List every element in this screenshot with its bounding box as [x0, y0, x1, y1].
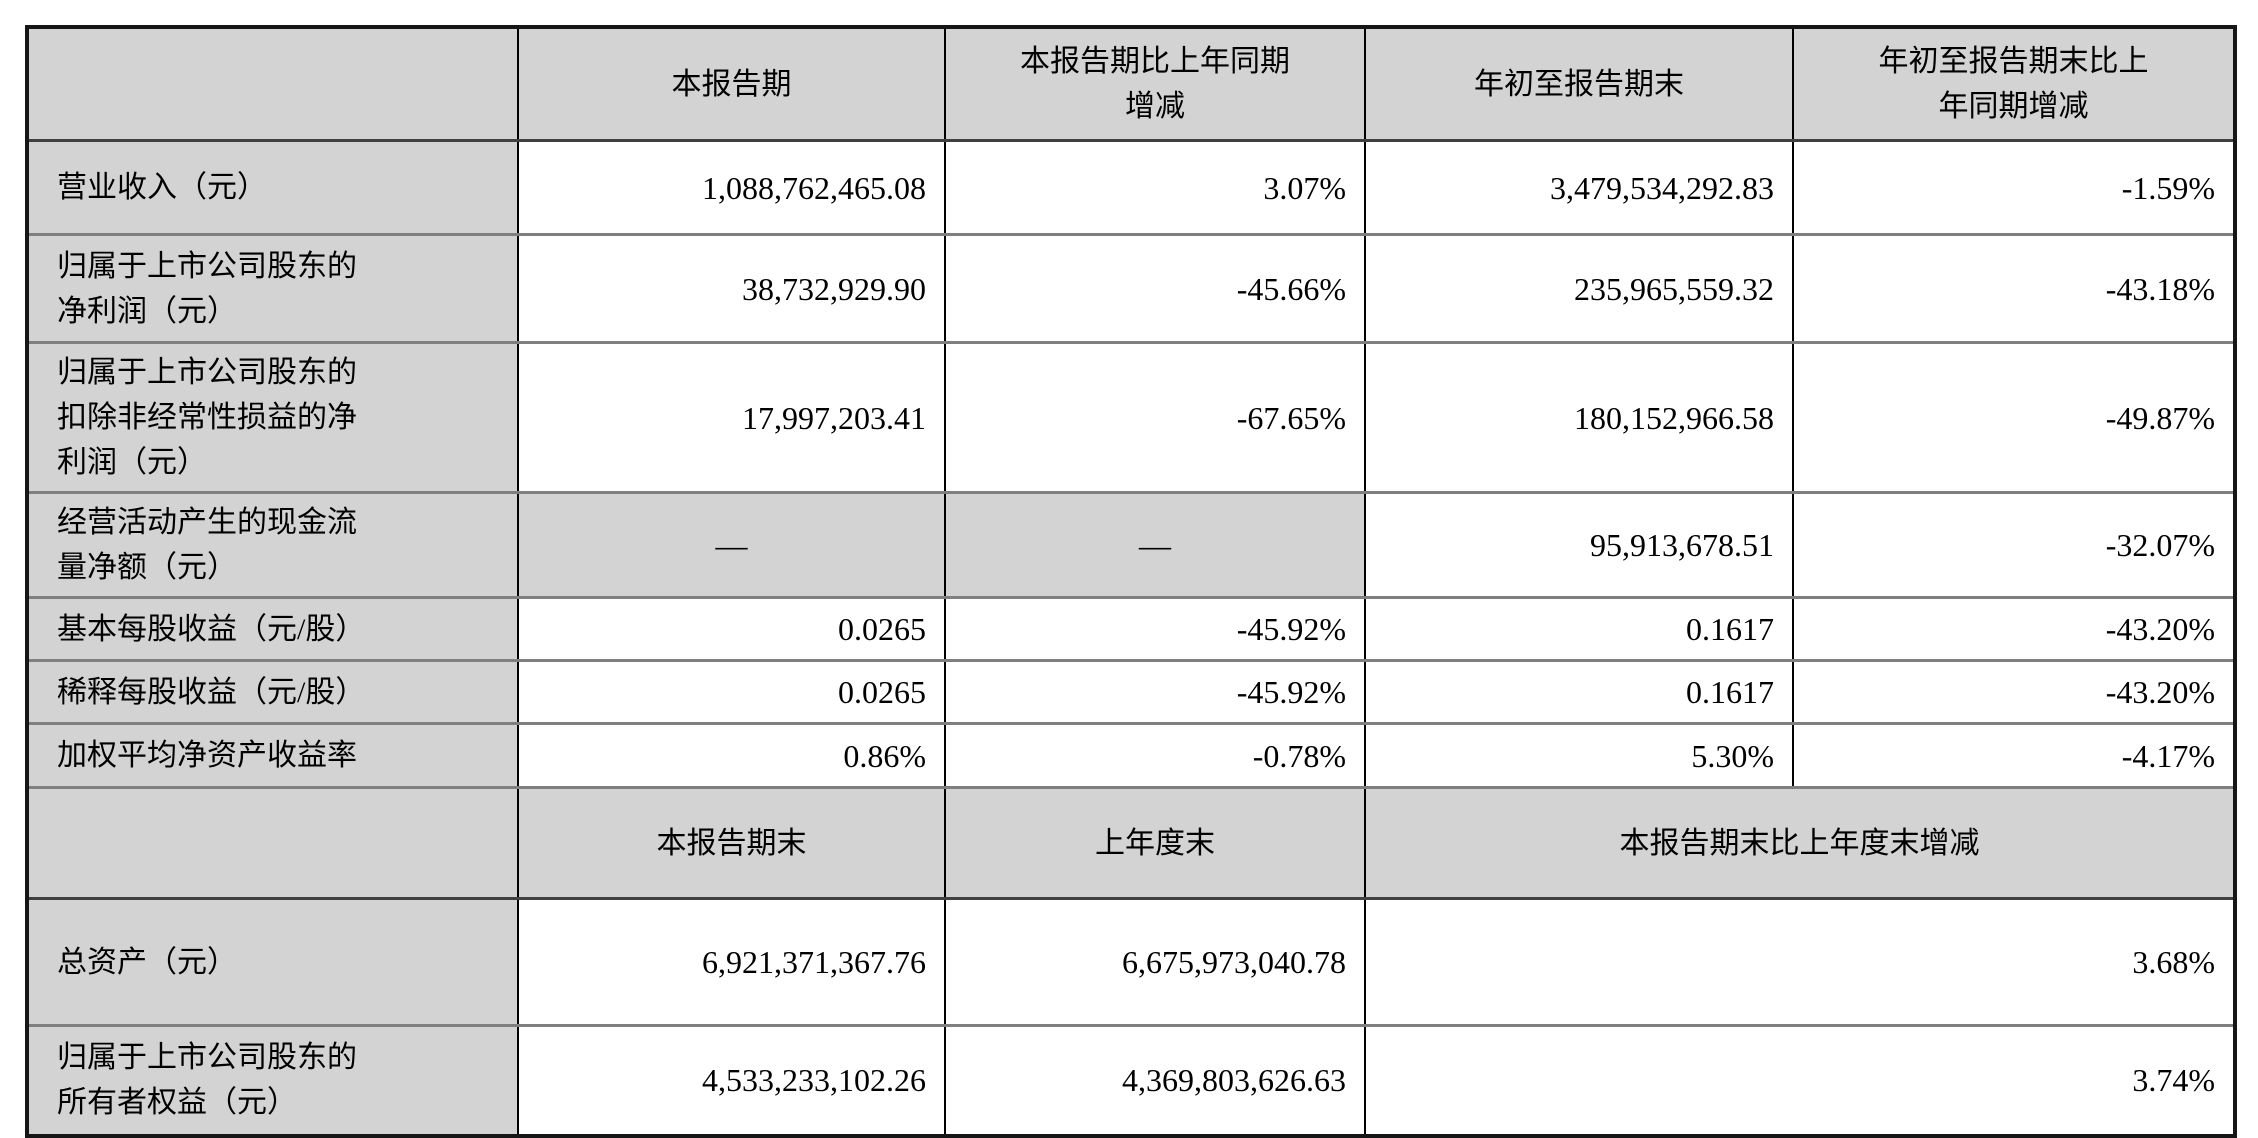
value-cell: -49.87% — [1792, 341, 2236, 494]
value-cell: -43.18% — [1792, 233, 2236, 344]
value-cell: -43.20% — [1792, 596, 2236, 662]
value-cell: 180,152,966.58 — [1364, 341, 1794, 494]
table-row: 营业收入（元） 1,088,762,465.08 3.07% 3,479,534,29… — [26, 139, 2236, 236]
value-cell: -45.92% — [944, 596, 1366, 662]
value-cell: 5.30% — [1364, 722, 1794, 789]
table-row: 加权平均净资产收益率 0.86% -0.78% 5.30% -4.17% — [26, 722, 2236, 789]
row-label-cell: 总资产（元） — [26, 897, 519, 1027]
table-row: 归属于上市公司股东的 所有者权益（元） 4,533,233,102.26 4,369… — [26, 1024, 2236, 1137]
value-cell: -0.78% — [944, 722, 1366, 789]
value-cell: 3,479,534,292.83 — [1364, 139, 1794, 236]
header-cell: 本报告期比上年同期 增减 — [944, 25, 1366, 142]
value-cell: 1,088,762,465.08 — [517, 139, 946, 236]
header-cell — [26, 25, 519, 142]
row-label-cell: 归属于上市公司股东的 净利润（元） — [26, 233, 519, 344]
value-cell: 95,913,678.51 — [1364, 491, 1794, 599]
value-cell: -1.59% — [1792, 139, 2236, 236]
table-row: 稀释每股收益（元/股） 0.0265 -45.92% 0.1617 -43.20% — [26, 659, 2236, 725]
table-row: 基本每股收益（元/股） 0.0265 -45.92% 0.1617 -43.20% — [26, 596, 2236, 662]
table-row: 总资产（元） 6,921,371,367.76 6,675,973,040.78 3.… — [26, 897, 2236, 1027]
value-cell: 17,997,203.41 — [517, 341, 946, 494]
value-cell: 235,965,559.32 — [1364, 233, 1794, 344]
value-cell: 4,369,803,626.63 — [944, 1024, 1366, 1137]
row-label-cell: 营业收入（元） — [26, 139, 519, 236]
value-cell: — — [944, 491, 1366, 599]
row-label-cell: 归属于上市公司股东的 扣除非经常性损益的净 利润（元） — [26, 341, 519, 494]
header-cell: 年初至报告期末 — [1364, 25, 1794, 142]
key-financials-table-body: 本报告期 本报告期比上年同期 增减 年初至报告期末 年初至报告期末比上 年同期增减 营业… — [26, 25, 2236, 1137]
value-cell: 0.0265 — [517, 596, 946, 662]
key-financials-table: 本报告期 本报告期比上年同期 增减 年初至报告期末 年初至报告期末比上 年同期增减 营业… — [25, 25, 2237, 1138]
value-cell: 4,533,233,102.26 — [517, 1024, 946, 1137]
value-cell: — — [517, 491, 946, 599]
header-cell: 本报告期 — [517, 25, 946, 142]
value-cell: -45.92% — [944, 659, 1366, 725]
value-cell: -67.65% — [944, 341, 1366, 494]
header-cell: 上年度末 — [944, 786, 1366, 900]
row-label-cell: 稀释每股收益（元/股） — [26, 659, 519, 725]
value-cell: 6,675,973,040.78 — [944, 897, 1366, 1027]
section2-header-row: 本报告期末 上年度末 本报告期末比上年度末增减 — [26, 786, 2236, 900]
table-row: 归属于上市公司股东的 净利润（元） 38,732,929.90 -45.66% 235… — [26, 233, 2236, 344]
header-cell: 本报告期末 — [517, 786, 946, 900]
row-label-cell: 归属于上市公司股东的 所有者权益（元） — [26, 1024, 519, 1137]
value-cell: -43.20% — [1792, 659, 2236, 725]
value-cell: 0.86% — [517, 722, 946, 789]
header-cell — [26, 786, 519, 900]
value-cell: -4.17% — [1792, 722, 2236, 789]
value-cell: 0.1617 — [1364, 659, 1794, 725]
value-cell: -45.66% — [944, 233, 1366, 344]
row-label-cell: 经营活动产生的现金流 量净额（元） — [26, 491, 519, 599]
value-cell: -32.07% — [1792, 491, 2236, 599]
value-cell: 3.68% — [1364, 897, 2236, 1027]
value-cell: 6,921,371,367.76 — [517, 897, 946, 1027]
header-cell: 年初至报告期末比上 年同期增减 — [1792, 25, 2236, 142]
row-label-cell: 基本每股收益（元/股） — [26, 596, 519, 662]
value-cell: 0.0265 — [517, 659, 946, 725]
header-cell: 本报告期末比上年度末增减 — [1364, 786, 2236, 900]
value-cell: 38,732,929.90 — [517, 233, 946, 344]
value-cell: 3.74% — [1364, 1024, 2236, 1137]
value-cell: 0.1617 — [1364, 596, 1794, 662]
table-row: 归属于上市公司股东的 扣除非经常性损益的净 利润（元） 17,997,203.41… — [26, 341, 2236, 494]
table-row: 经营活动产生的现金流 量净额（元） — —95,913,678.51 -32.07% — [26, 491, 2236, 599]
row-label-cell: 加权平均净资产收益率 — [26, 722, 519, 789]
section1-header-row: 本报告期 本报告期比上年同期 增减 年初至报告期末 年初至报告期末比上 年同期增减 — [26, 25, 2236, 142]
value-cell: 3.07% — [944, 139, 1366, 236]
